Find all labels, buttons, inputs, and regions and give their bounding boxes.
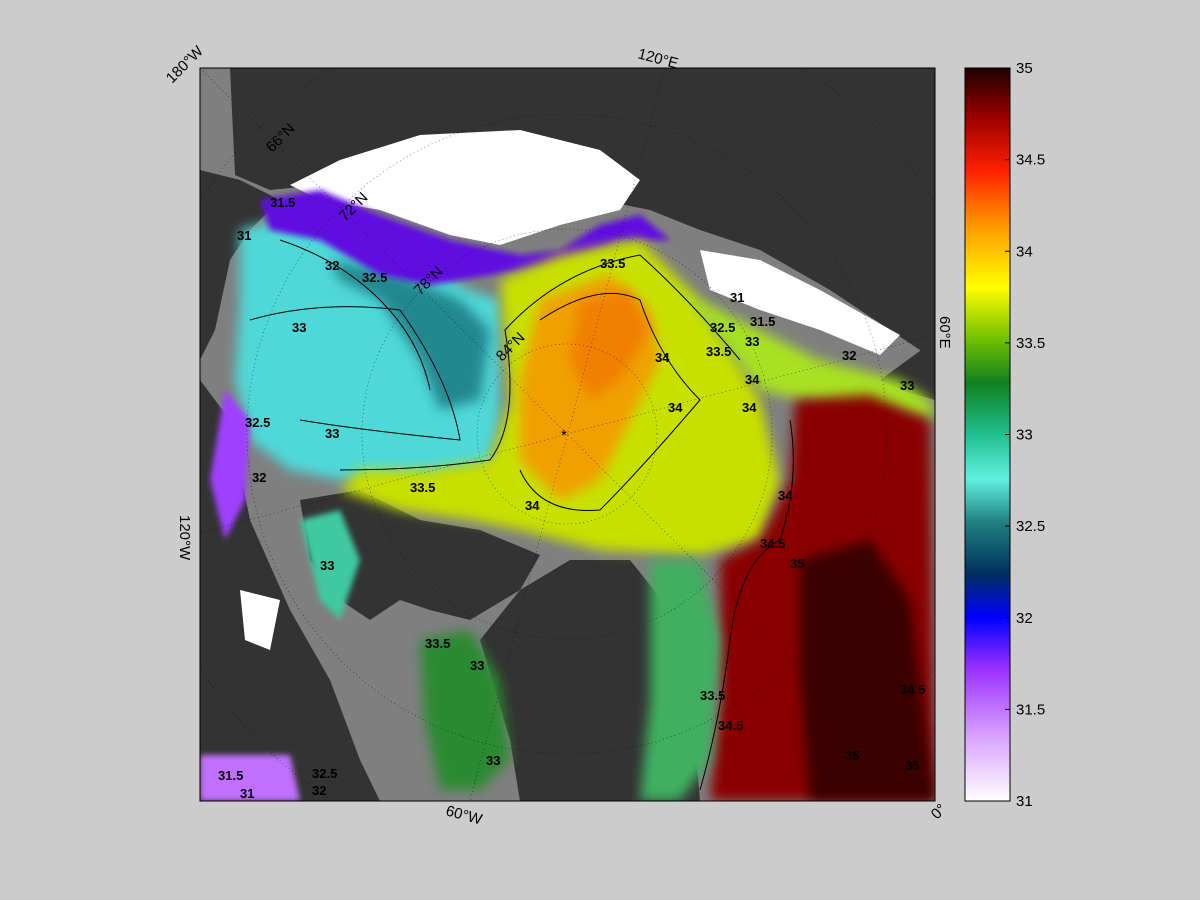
ice-kara [700,250,900,355]
contour-label: 31 [237,228,251,243]
contour-label: 32 [842,348,856,363]
contour-label: 33.5 [600,256,625,271]
lat-circle-78 [361,228,773,640]
contour-label: 32.5 [245,415,270,430]
contour-34 [519,292,701,511]
field-orange-core [570,290,650,400]
meridian-120 [469,68,666,801]
contour-label: 31.5 [218,768,243,783]
field-archipelago-channels [300,510,360,620]
lat-circle-84 [476,343,658,525]
lon-label-60w: 60°W [444,802,485,828]
contour-label: 31 [730,290,744,305]
alaska-land [200,170,280,360]
contour-label: 34 [778,488,793,503]
colorbar-tick-label: 35 [1016,60,1033,77]
contour-32 [279,239,431,391]
ice-beaufort-corner [240,590,280,650]
salinity-field [200,190,935,801]
colorbar-tick-label: 32.5 [1016,518,1045,535]
contour-label: 33 [486,753,500,768]
field-barents-shelf [680,290,935,420]
canada-land [200,380,380,801]
contour-label: 34 [742,400,757,415]
contour-33 [249,306,461,441]
lon-label-60e: 60°E [936,316,953,349]
meridian-60 [200,334,935,534]
colorbar-tick-label: 34.5 [1016,152,1045,169]
contour-label: 33 [325,426,339,441]
contour-label: 33 [292,320,306,335]
contour-label: 32.5 [312,766,337,781]
contour-label: 34 [655,350,670,365]
contour-label: 32 [252,470,266,485]
contour-label: 35 [845,748,859,763]
greenland-land [480,560,700,801]
archipelago-land [300,490,540,620]
colorbar-tick-label: 33 [1016,427,1033,444]
field-baffin-bay [420,630,510,790]
colorbar-tick-label: 32 [1016,610,1033,627]
map-frame [199,67,936,802]
contour-label: 34.5 [900,682,925,697]
ice-east-siberian [290,130,640,245]
colorbar-tick-label: 33.5 [1016,335,1045,352]
contour-label: 32 [325,258,339,273]
contour-label: 31.5 [750,314,775,329]
contour-label: 32 [312,783,326,798]
contour-label: 32.5 [362,270,387,285]
colorbar-tick-label: 31 [1016,793,1033,810]
colorbar-tick-label: 34 [1016,243,1033,260]
contour-lines [249,239,794,791]
contour-label: 35 [905,758,919,773]
contour-label: 33.5 [410,480,435,495]
contour-label: 33 [320,558,334,573]
contour-label: 33 [900,378,914,393]
contour-label: 33.5 [425,636,450,651]
contour-label: 33 [470,658,484,673]
contour-label: 34.5 [760,536,785,551]
contour-label: 34.5 [718,718,743,733]
lon-label-0: 0° [928,801,950,823]
colorbar: 35 34.5 34 33.5 33 32.5 32 31.5 31 [964,60,1045,810]
contour-labels: 31.5 31 32 32.5 33 33.5 33.5 34 34 34 33… [218,195,925,801]
colorbar-ticks: 35 34.5 34 33.5 33 32.5 32 31.5 31 [1005,60,1045,810]
contour-label: 33.5 [700,688,725,703]
colorbar-gradient [964,67,1011,802]
field-deep-red [800,540,935,801]
contour-label: 35 [790,556,804,571]
contour-label: 31.5 [270,195,295,210]
contour-label: 32.5 [710,320,735,335]
contour-label: 34 [668,400,683,415]
lon-label-120w: 120°W [176,515,193,561]
contour-34-5 [699,419,794,791]
field-deep-basin-teal [330,260,490,410]
north-pole-marker: * [561,427,567,444]
map-panel: 31.5 31 32 32.5 33 33.5 33.5 34 34 34 33… [200,68,935,801]
graticule [200,68,935,801]
contour-label: 34 [745,372,760,387]
field-east-greenland [640,560,720,801]
field-hudson-corner [200,755,300,801]
field-beaufort-coast [210,390,250,540]
contour-label: 33.5 [706,344,731,359]
lat-circle-72 [246,113,888,755]
contour-label: 33 [745,334,759,349]
contour-label: 31 [240,786,254,801]
contour-label: 34 [525,498,540,513]
colorbar-tick-label: 31.5 [1016,701,1045,718]
contour-33-5 [339,254,741,471]
sea-ice-areas [240,130,900,650]
